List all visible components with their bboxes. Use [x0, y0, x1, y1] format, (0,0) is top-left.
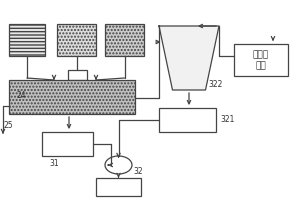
- Bar: [9, 24, 45, 56]
- Bar: [68, 70, 87, 80]
- Bar: [96, 178, 141, 196]
- Text: 25: 25: [3, 121, 13, 130]
- Bar: [42, 132, 93, 156]
- Text: 細顏粒
收集: 細顏粒 收集: [253, 50, 269, 70]
- Polygon shape: [159, 26, 219, 90]
- Bar: [234, 44, 288, 76]
- Text: 24: 24: [16, 91, 26, 100]
- Bar: [9, 80, 135, 114]
- Text: 321: 321: [220, 116, 235, 124]
- Text: 322: 322: [208, 80, 223, 89]
- Bar: [57, 24, 96, 56]
- Bar: [159, 108, 216, 132]
- Bar: [105, 24, 144, 56]
- Text: 32: 32: [134, 166, 143, 176]
- Circle shape: [105, 156, 132, 174]
- Text: 31: 31: [50, 159, 59, 168]
